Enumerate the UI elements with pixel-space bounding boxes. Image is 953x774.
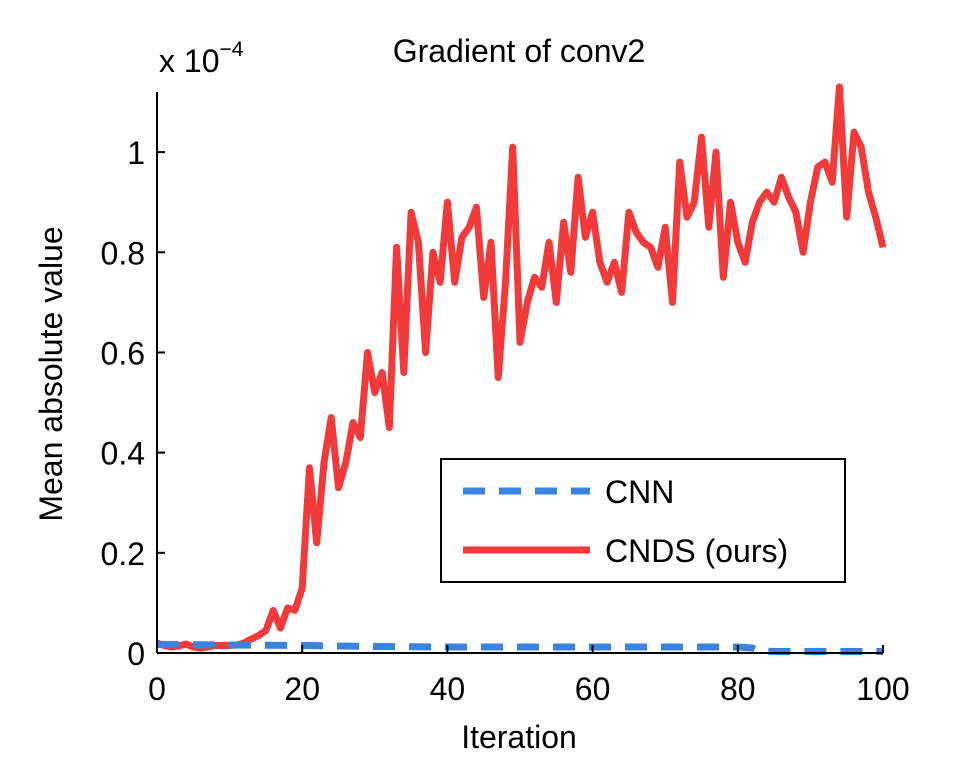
legend-box [440,458,846,583]
legend-label-cnn: CNN [605,474,674,510]
y-tick-label: 0.2 [101,536,145,572]
y-tick-label: 1 [127,135,145,171]
y-tick-label: 0.4 [101,436,145,472]
x-tick-label: 80 [720,671,756,707]
y-axis-label: Mean absolute value [33,226,69,521]
y-tick-labels: 0 0.2 0.4 0.6 0.8 1 [101,135,145,672]
series-line-cnn [156,641,883,655]
y-tick-label: 0.8 [101,235,145,271]
x-tick-label: 0 [148,671,166,707]
x-tick-label: 40 [430,671,466,707]
x-tick-labels: 0 20 40 60 80 100 [148,671,910,707]
x-axis-label: Iteration [461,719,577,755]
y-tick-label: 0 [127,636,145,672]
x-tick-label: 100 [856,671,909,707]
legend: CNN CNDS (ours) [440,458,846,583]
axes [156,92,884,654]
y-multiplier-exponent: −4 [219,38,243,61]
x-tick-label: 20 [284,671,320,707]
y-multiplier-base: x 10 [159,43,219,79]
plot-marks [155,83,887,655]
x-tick-label: 60 [575,671,611,707]
legend-label-cnds: CNDS (ours) [605,533,788,569]
series-line-cnds-ours [155,83,887,652]
chart-title: Gradient of conv2 [393,33,646,69]
y-multiplier: x 10−4 [159,38,244,79]
y-tick-label: 0.6 [101,335,145,371]
